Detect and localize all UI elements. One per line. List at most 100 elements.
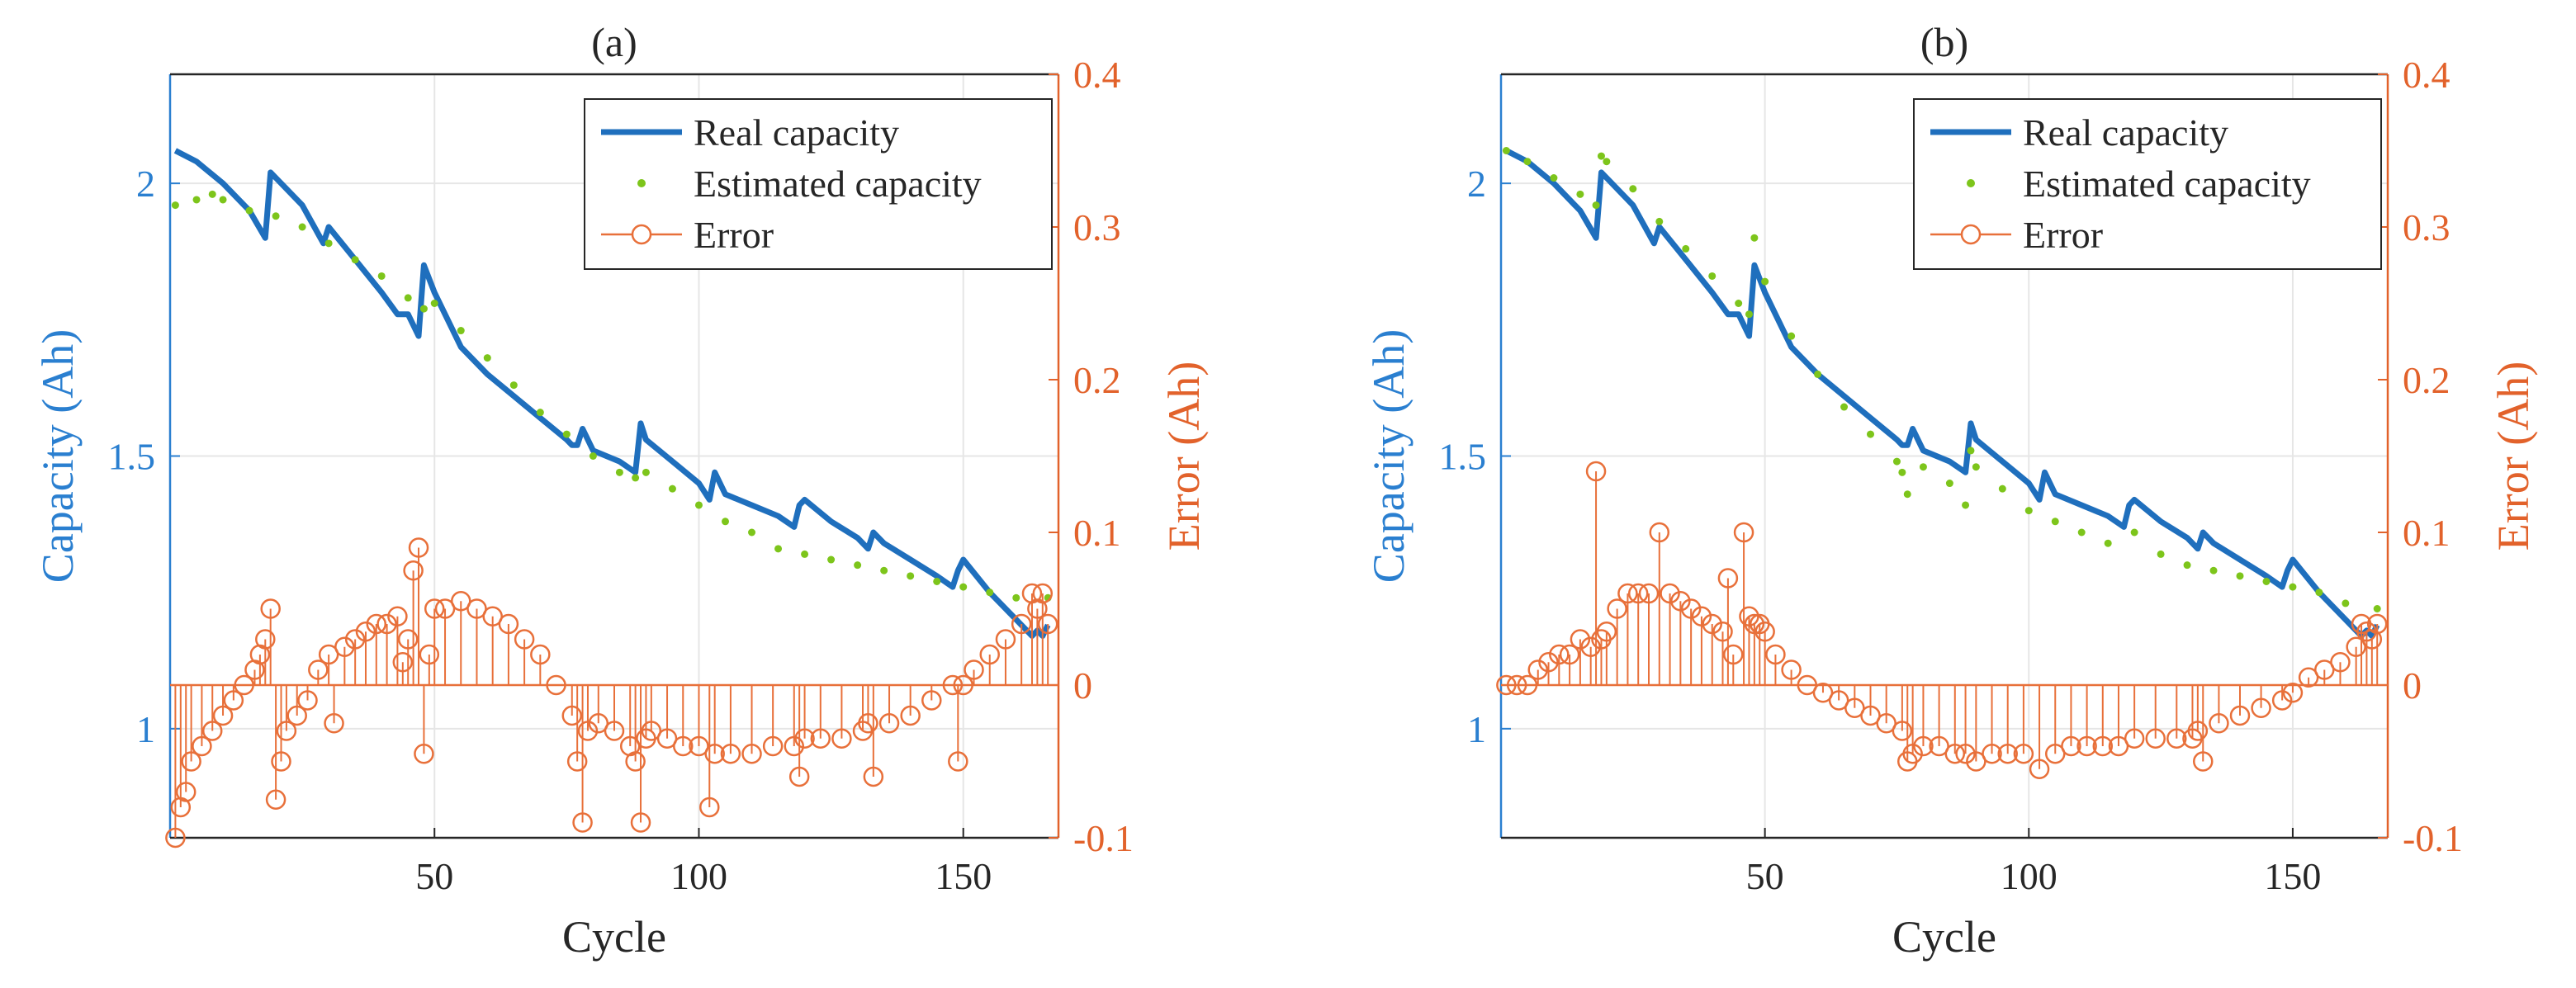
right-y-tick-label: 0.2 <box>2403 359 2451 401</box>
error-marker <box>1660 583 1680 604</box>
estimated-capacity-point <box>668 485 676 493</box>
right-y-axis-label: Error (Ah) <box>2488 362 2538 551</box>
error-marker <box>1549 644 1570 665</box>
error-marker <box>2209 713 2229 734</box>
legend-estimated-label: Estimated capacity <box>2023 163 2311 205</box>
error-marker <box>741 744 762 764</box>
estimated-capacity-point <box>1972 463 1980 471</box>
error-marker <box>2298 667 2319 688</box>
right-y-axis-label: Error (Ah) <box>1159 362 1209 551</box>
error-marker <box>831 728 852 749</box>
estimated-capacity-point <box>642 468 650 476</box>
right-y-tick-label: 0.4 <box>2403 54 2451 96</box>
error-marker <box>577 721 599 741</box>
x-tick-label: 100 <box>2001 855 2057 897</box>
estimated-capacity-point <box>1898 468 1906 476</box>
error-marker <box>514 629 535 650</box>
error-marker <box>546 674 566 696</box>
real-capacity-line <box>173 148 1051 639</box>
error-marker <box>2271 690 2293 711</box>
panel-title: (b) <box>1920 19 1968 65</box>
error-marker <box>979 644 1000 665</box>
estimated-capacity-point <box>2157 550 2165 558</box>
error-marker <box>376 613 397 635</box>
error-marker <box>498 613 519 635</box>
estimated-capacity-point <box>589 452 597 460</box>
error-marker <box>1717 568 1739 589</box>
error-marker <box>2346 636 2366 657</box>
estimated-capacity-point <box>2051 518 2059 526</box>
error-marker <box>1580 636 1601 657</box>
error-marker <box>1037 613 1058 635</box>
error-marker <box>1723 644 1744 665</box>
error-marker <box>1517 674 1538 696</box>
error-marker <box>2366 613 2388 635</box>
error-marker <box>1812 683 1834 703</box>
estimated-capacity-point <box>986 589 994 597</box>
error-marker <box>921 690 942 711</box>
chart-panel-a: 50 100 150 1 1.5 2 -0.1 0 0.1 0.2 0.3 0.4 (a) Cycle Ca… <box>33 19 1209 962</box>
left-y-tick-label: 2 <box>136 163 155 205</box>
error-marker <box>1712 622 1733 642</box>
estimated-capacity-point <box>457 327 465 335</box>
error-marker <box>397 629 419 650</box>
error-marker <box>366 613 387 635</box>
error-marker <box>2108 735 2129 757</box>
error-marker <box>1670 591 1691 612</box>
error-marker <box>964 659 984 680</box>
error-marker <box>561 705 583 726</box>
right-y-tick-label: 0.1 <box>1073 512 1121 554</box>
estimated-capacity-point <box>351 256 359 264</box>
estimated-capacity-point <box>694 501 703 509</box>
error-marker <box>1691 606 1712 626</box>
error-marker <box>324 713 344 734</box>
estimated-capacity-point <box>1814 370 1822 378</box>
estimated-capacity-point <box>2130 528 2138 537</box>
estimated-capacity-point <box>1998 485 2006 493</box>
error-marker <box>2193 751 2214 772</box>
error-marker <box>1876 713 1896 734</box>
right-y-tick-label: -0.1 <box>1073 817 1134 859</box>
estimated-capacity-point <box>1629 185 1637 193</box>
right-y-tick-label: 0 <box>1073 664 1092 707</box>
error-marker <box>223 690 244 711</box>
error-marker <box>604 721 625 741</box>
error-marker <box>1913 735 1934 757</box>
error-marker <box>1617 583 1638 604</box>
error-marker <box>387 606 408 626</box>
error-marker <box>572 812 593 833</box>
series-error <box>165 537 1058 849</box>
estimated-capacity-point <box>2262 577 2271 585</box>
estimated-capacity-point <box>192 196 201 204</box>
estimated-capacity-point <box>509 381 518 390</box>
legend-error-label: Error <box>2023 214 2103 256</box>
error-marker <box>900 705 921 726</box>
error-marker <box>2166 728 2187 749</box>
estimated-capacity-point <box>1919 463 1927 471</box>
panel-title: (a) <box>591 19 637 65</box>
estimated-capacity-point <box>2315 589 2323 597</box>
error-marker <box>2145 728 2166 749</box>
error-marker <box>466 598 487 619</box>
right-y-tick-label: 0.2 <box>1073 359 1121 401</box>
estimated-capacity-point <box>632 474 640 482</box>
error-marker <box>878 713 900 734</box>
error-marker <box>953 674 973 696</box>
error-marker <box>1781 659 1802 680</box>
error-marker <box>810 728 831 749</box>
error-marker <box>408 537 429 558</box>
estimated-capacity-point <box>245 206 253 215</box>
estimated-capacity-point <box>298 223 306 231</box>
estimated-capacity-point <box>1892 457 1901 466</box>
error-marker <box>2282 683 2304 703</box>
legend-error-swatch-marker <box>1960 224 1982 245</box>
error-marker <box>419 644 440 665</box>
error-marker <box>1955 744 1976 764</box>
x-tick-label: 50 <box>415 855 453 897</box>
estimated-capacity-point <box>1597 152 1605 160</box>
error-marker <box>451 591 471 612</box>
estimated-capacity-point <box>2077 528 2086 537</box>
error-marker <box>1011 613 1032 635</box>
estimated-capacity-point <box>430 300 438 307</box>
error-marker <box>1765 644 1786 665</box>
